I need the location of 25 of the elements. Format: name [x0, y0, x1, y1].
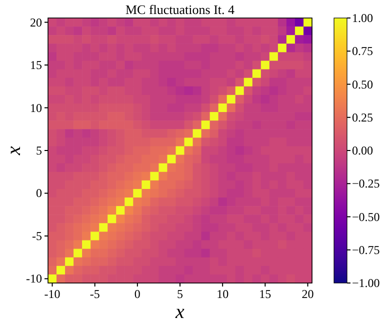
x-tick-label: -5: [90, 287, 100, 301]
color-bar-label: −0.50: [352, 210, 380, 224]
y-tick-label: 15: [30, 58, 42, 72]
color-bar-label: −0.25: [352, 176, 380, 191]
x-tick-label: 5: [177, 287, 183, 301]
x-axis-title: x: [174, 301, 185, 323]
y-tick-label: 20: [30, 15, 42, 30]
color-bar-label: 0.75: [352, 44, 373, 58]
color-bar-label: 1.00: [352, 11, 373, 25]
y-tick-label: -10: [26, 272, 42, 286]
color-bar-label: 0.50: [352, 77, 373, 92]
chart-title: MC fluctuations It. 4: [125, 2, 236, 17]
y-axis-title: x: [3, 146, 25, 156]
color-bar-label: −1.00: [352, 276, 380, 290]
color-bar-label: 0.25: [352, 110, 373, 124]
x-tick-label: 0: [134, 287, 140, 301]
color-bar-label: 0.00: [352, 144, 373, 158]
x-tick-label: 10: [216, 287, 229, 301]
color-bar-label: −0.75: [352, 242, 380, 257]
y-tick-label: 10: [30, 100, 42, 115]
x-tick-label: 20: [302, 287, 314, 301]
y-tick-label: 5: [36, 144, 42, 158]
y-tick-label: -5: [32, 228, 42, 243]
y-tick-label: 0: [36, 186, 42, 200]
x-tick-label: 15: [259, 287, 272, 301]
